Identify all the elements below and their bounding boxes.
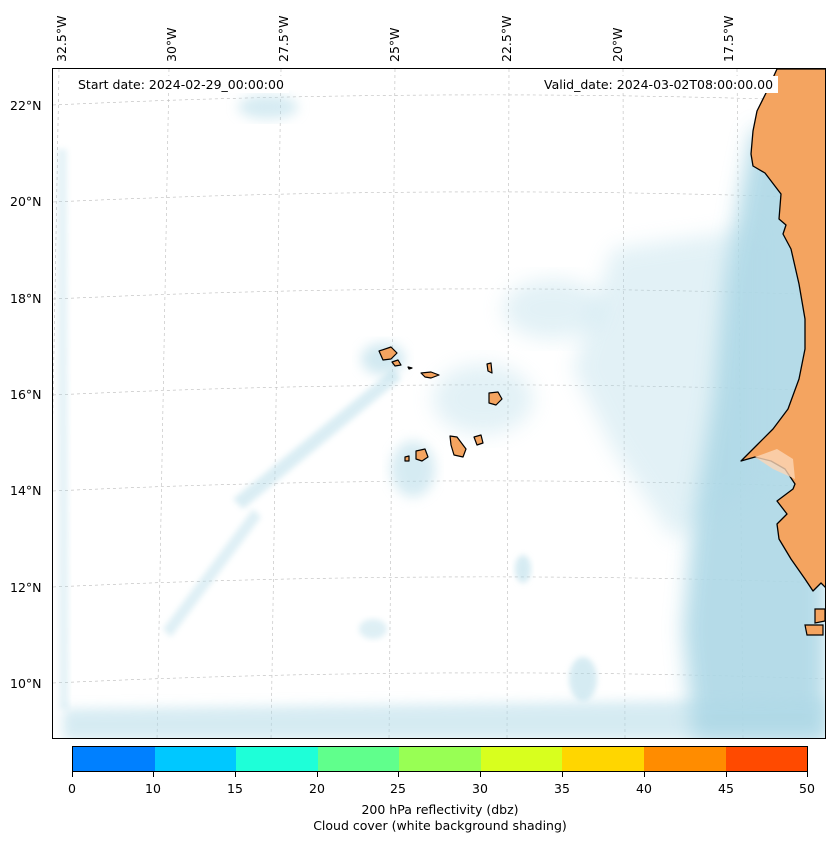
cloud-cover xyxy=(57,95,825,738)
colorbar-tick-label-40: 40 xyxy=(636,781,652,796)
colorbar-tick-label-35: 35 xyxy=(554,781,570,796)
cloud-cell-central xyxy=(503,279,603,339)
island-brava xyxy=(404,455,410,462)
island-fogo xyxy=(415,448,429,462)
map-canvas xyxy=(53,69,825,738)
parallel-14n xyxy=(53,480,825,492)
parallel-12n xyxy=(53,576,825,588)
colorbar-tick xyxy=(235,772,236,777)
parallel-16n xyxy=(53,384,825,396)
lon-label-27-5w: 27.5°W xyxy=(276,15,291,62)
cloud-cell-maio xyxy=(433,364,533,434)
colorbar-segment-40-45 xyxy=(643,747,726,771)
colorbar-tick-label-15: 15 xyxy=(227,781,243,796)
island-santiago xyxy=(449,435,467,458)
island-sao-vicente xyxy=(391,359,402,367)
bottom-cloud-band xyxy=(63,699,825,738)
diagonal-cloud-streak-1 xyxy=(233,369,401,509)
offshore-cloud-field xyxy=(573,229,753,539)
diagonal-cloud-streak-2 xyxy=(163,509,261,637)
lat-label-18n: 18°N xyxy=(10,291,42,306)
parallel-20n xyxy=(53,191,825,203)
colorbar-segment-25-30 xyxy=(399,747,481,771)
map-panel xyxy=(52,68,826,739)
meridian-20w xyxy=(622,69,626,738)
colorbar-segment-10-15 xyxy=(154,747,237,771)
colorbar-tick xyxy=(726,772,727,777)
island-boa-vista xyxy=(488,391,503,406)
meridian-27-5w xyxy=(270,69,282,738)
colorbar-tick xyxy=(644,772,645,777)
meridian-25w xyxy=(388,69,396,738)
cloud-cell-south-2 xyxy=(569,657,597,701)
colorbar-tick xyxy=(398,772,399,777)
lat-label-16n: 16°N xyxy=(10,387,42,402)
colorbar-tick xyxy=(72,772,73,777)
colorbar-tick-label-50: 50 xyxy=(799,781,815,796)
colorbar-tick-label-30: 30 xyxy=(472,781,488,796)
west-africa-landmass xyxy=(740,69,825,592)
colorbar-tick xyxy=(807,772,808,777)
reflectivity-colorbar xyxy=(72,746,808,772)
lat-label-12n: 12°N xyxy=(10,580,42,595)
bijagos-islands xyxy=(804,608,825,636)
colorbar-label-reflectivity: 200 hPa reflectivity (dbz) xyxy=(361,802,519,817)
lat-label-10n: 10°N xyxy=(10,676,42,691)
lon-label-22-5w: 22.5°W xyxy=(499,15,514,62)
colorbar-tick-label-0: 0 xyxy=(68,781,76,796)
colorbar-tick xyxy=(562,772,563,777)
island-sal xyxy=(486,362,493,374)
colorbar-segment-15-20 xyxy=(236,747,318,771)
coastal-cloud-band xyxy=(683,129,825,738)
island-sao-nicolau xyxy=(420,371,440,379)
lat-label-14n: 14°N xyxy=(10,483,42,498)
parallel-22n xyxy=(53,94,825,106)
colorbar-segment-35-40 xyxy=(562,747,644,771)
lon-label-25w: 25°W xyxy=(387,27,402,62)
colorbar-tick xyxy=(480,772,481,777)
island-maio xyxy=(473,434,484,446)
parallel-10n xyxy=(53,672,825,684)
colorbar-tick-label-10: 10 xyxy=(145,781,161,796)
colorbar-tick-label-25: 25 xyxy=(390,781,406,796)
cape-verde-islands xyxy=(378,346,503,462)
colorbar-segment-30-35 xyxy=(480,747,563,771)
colorbar-tick-label-20: 20 xyxy=(309,781,325,796)
colorbar-label-cloud-cover: Cloud cover (white background shading) xyxy=(313,818,567,833)
left-cloud-strip xyxy=(57,149,69,709)
meridian-22-5w xyxy=(506,69,510,738)
cloud-cell-north xyxy=(238,95,298,119)
valid-date-label: Valid_date: 2024-03-02T08:00:00.00 xyxy=(539,76,779,93)
meridian-30w xyxy=(156,69,170,738)
colorbar-segment-20-25 xyxy=(317,747,400,771)
island-santa-luzia xyxy=(407,366,413,370)
lon-label-20w: 20°W xyxy=(610,27,625,62)
lat-label-20n: 20°N xyxy=(10,194,42,209)
cloud-cell-south-1 xyxy=(515,555,531,583)
coast-highlight-dakar xyxy=(755,449,795,479)
colorbar-tick-label-45: 45 xyxy=(718,781,734,796)
cloud-cell-south-3 xyxy=(359,619,387,639)
start-date-label: Start date: 2024-02-29_00:00:00 xyxy=(73,76,289,93)
parallel-18n xyxy=(53,288,825,300)
colorbar-segment-0-10 xyxy=(73,747,155,771)
colorbar-tick xyxy=(153,772,154,777)
colorbar-segment-45-50 xyxy=(725,747,808,771)
colorbar-tick xyxy=(317,772,318,777)
lat-label-22n: 22°N xyxy=(10,98,42,113)
lon-label-32-5w: 32.5°W xyxy=(54,15,69,62)
lon-label-30w: 30°W xyxy=(164,27,179,62)
lon-label-17-5w: 17.5°W xyxy=(721,15,736,62)
island-santo-antao xyxy=(378,346,398,361)
cloud-cell-fogo xyxy=(391,441,435,497)
